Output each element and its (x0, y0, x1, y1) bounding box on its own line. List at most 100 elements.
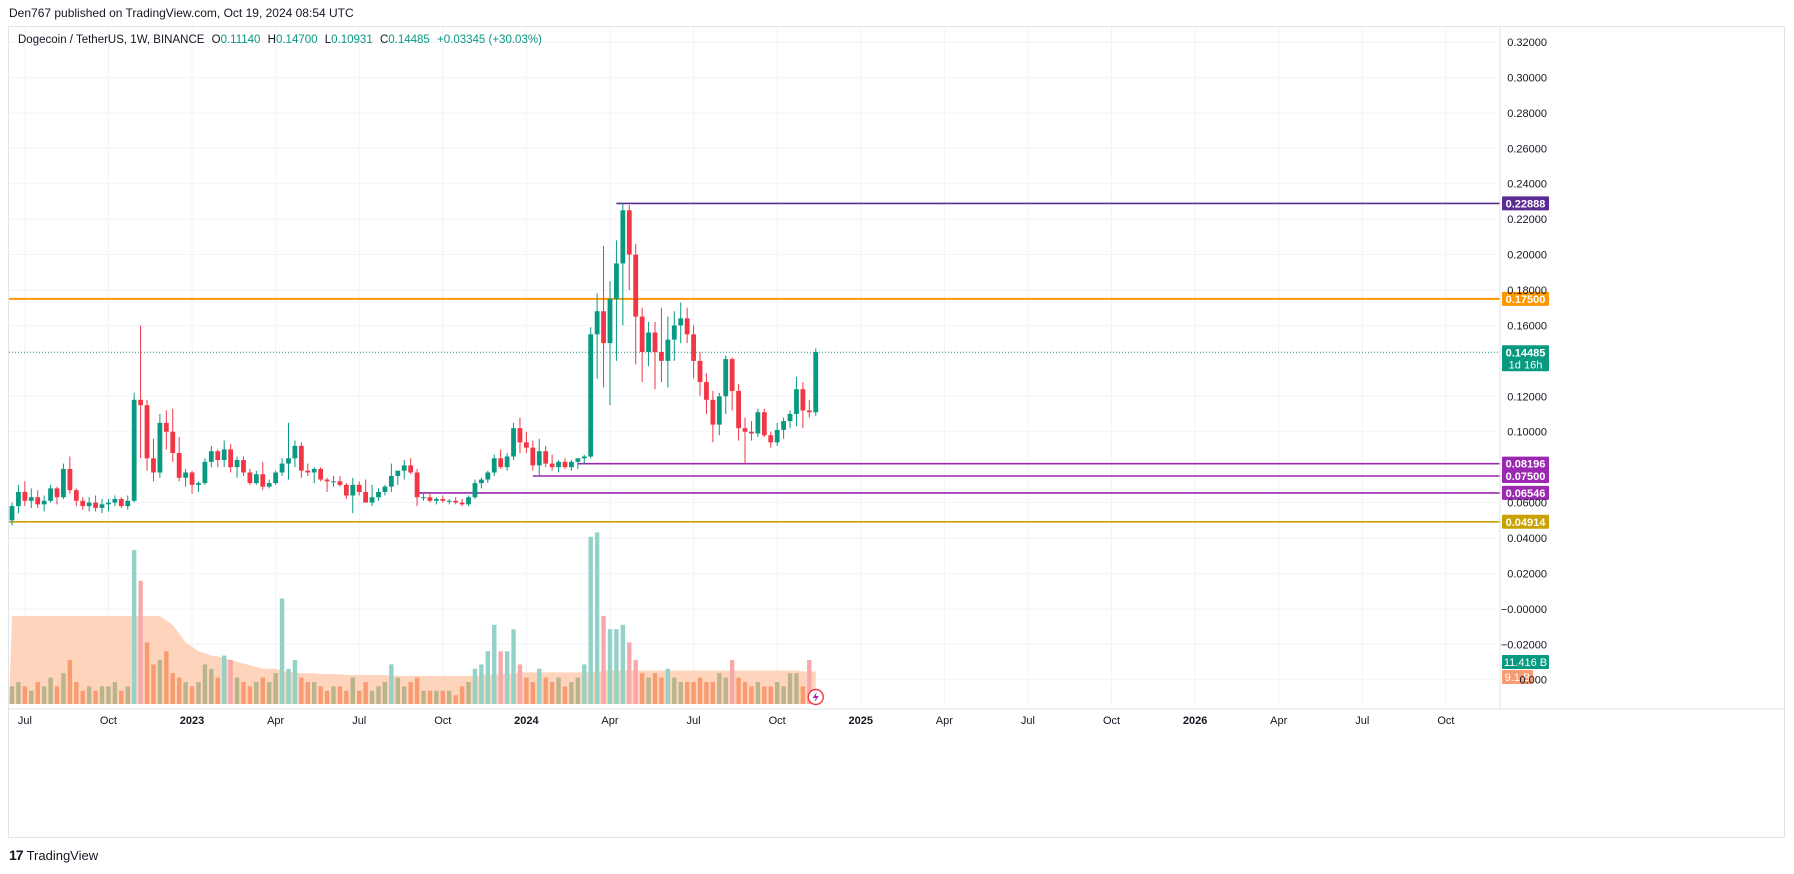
volume-bar (684, 682, 690, 704)
grid-layer (9, 27, 1496, 706)
volume-bar (511, 629, 516, 704)
last-price-label: 0.14485 (1506, 347, 1546, 359)
candle-body (620, 210, 626, 264)
y-tick-label: 0.10000 (1507, 427, 1547, 439)
candle-body (363, 491, 369, 503)
y-tick-label: 0.02000 (1507, 568, 1547, 580)
candle-body (54, 488, 60, 498)
candle-body (202, 461, 208, 484)
y-tick-label: 0.24000 (1507, 179, 1547, 191)
volume-bar (267, 682, 272, 704)
volume-bar (736, 677, 741, 704)
candle-body (511, 428, 516, 457)
candle-body (131, 399, 137, 501)
volume-bar (459, 686, 465, 704)
candle-body (414, 472, 420, 498)
candle-body (80, 500, 86, 507)
candle-body (163, 422, 169, 432)
candle-body (16, 491, 21, 507)
volume-bar (659, 677, 664, 704)
candle-body (588, 334, 594, 457)
volume-bar (305, 682, 310, 704)
level-price-label: 0.17500 (1506, 294, 1546, 306)
volume-bar (504, 651, 510, 704)
volume-bar (614, 629, 619, 704)
volume-bar (447, 690, 452, 704)
candle-body (639, 316, 645, 352)
volume-bar (67, 660, 73, 704)
volume-bar (183, 682, 188, 704)
volume-bar (620, 624, 626, 704)
volume-bar (639, 673, 645, 704)
high-label: H (267, 34, 276, 46)
symbol-name[interactable]: Dogecoin / TetherUS, 1W, BINANCE (18, 34, 205, 46)
low-value: 0.10931 (331, 34, 373, 46)
volume-bar (582, 664, 587, 704)
x-tick-label: Jul (1355, 715, 1369, 727)
volume-bar (537, 668, 542, 704)
candle-body (466, 497, 471, 505)
candle-body (311, 468, 317, 473)
axis-layer: 0.32000 0.30000 0.28000 0.26000 0.24000 0.220… (9, 27, 1784, 727)
candle-body (774, 429, 780, 443)
tradingview-footer[interactable]: 17 TradingView (9, 847, 98, 863)
volume-bar (151, 664, 156, 704)
candle-body (736, 390, 741, 429)
candle-body (151, 458, 156, 473)
candle-body (704, 382, 709, 400)
y-tick-label: 0.20000 (1507, 250, 1547, 262)
candle-body (691, 334, 696, 361)
candle-body (305, 470, 311, 473)
close-label: C (379, 34, 389, 46)
candle-body (607, 298, 613, 344)
volume-bar (22, 686, 28, 704)
candle-body (382, 486, 388, 492)
candle-body (35, 497, 41, 505)
candle-body (183, 472, 189, 478)
candle-body (742, 428, 748, 432)
candle-body (9, 506, 15, 521)
candle-body (421, 497, 426, 499)
volume-bar (318, 686, 323, 704)
volume-value-tag (1502, 655, 1549, 669)
volume-bar (86, 686, 92, 704)
volume-bar (774, 682, 780, 704)
x-tick-label: Oct (100, 715, 117, 727)
volume-bar (517, 664, 523, 704)
volume-bar (61, 673, 66, 704)
candle-body (138, 399, 143, 406)
x-tick-label: 2023 (180, 715, 204, 727)
volume-bar (344, 690, 349, 704)
candle-body (343, 484, 349, 496)
candle-body (716, 396, 722, 425)
candle-body (472, 483, 478, 498)
candle-body (800, 389, 806, 411)
volume-bar (119, 690, 124, 704)
candle-body (157, 422, 163, 473)
candle-body (671, 325, 677, 340)
x-tick-label: Oct (1103, 715, 1120, 727)
candle-body (28, 497, 34, 501)
volume-bar (556, 677, 561, 704)
volume-bar (723, 677, 728, 704)
candle-body (234, 460, 240, 468)
volume-bar (260, 677, 265, 704)
volume-bar (762, 686, 767, 704)
candle-body (99, 504, 105, 508)
tradingview-logo-text: TradingView (26, 847, 99, 863)
volume-bar (93, 690, 98, 704)
candle-body (478, 479, 484, 484)
volume-bar (742, 682, 748, 704)
volume-value-label: 11.416 B (1504, 657, 1547, 669)
candle-body (337, 481, 343, 485)
candle-body (279, 463, 285, 473)
y-tick-label: −0.00000 (1501, 604, 1547, 616)
publisher-info: Den767 published on TradingView.com, Oct… (9, 6, 354, 20)
volume-bar (646, 677, 651, 704)
volume-bar (273, 673, 278, 704)
candle-body (112, 499, 118, 503)
symbol-legend: Dogecoin / TetherUS, 1W, BINANCE O0.1114… (18, 34, 542, 46)
x-tick-label: Jul (18, 715, 32, 727)
